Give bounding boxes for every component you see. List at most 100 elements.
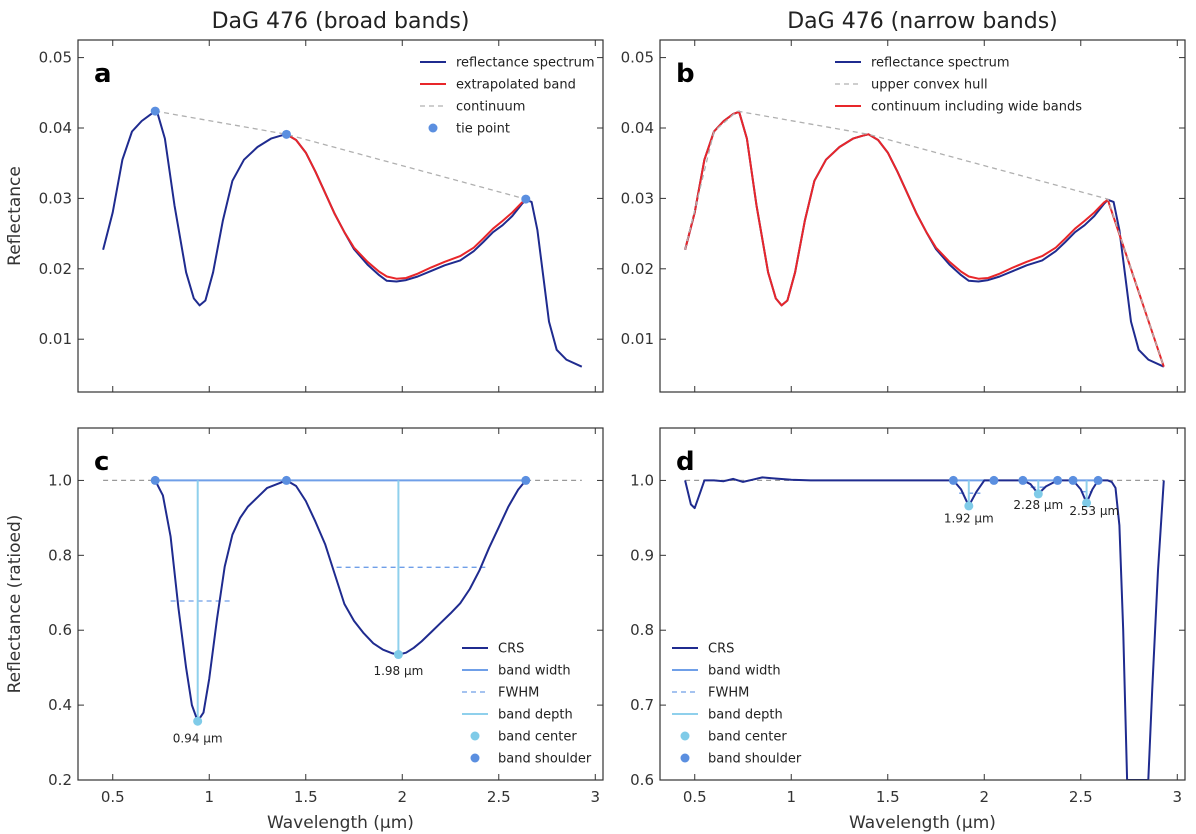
legend-dot-marker <box>680 731 690 741</box>
x-tick-label: 2 <box>979 788 989 806</box>
band-shoulder-point <box>1068 475 1078 485</box>
legend-dot-marker <box>680 753 690 763</box>
panel-letter: a <box>94 59 112 89</box>
band-shoulder-point <box>150 475 160 485</box>
legend-label: reflectance spectrum <box>456 56 595 71</box>
legend: reflectance spectrum upper convex hull con… <box>835 56 1082 115</box>
legend-dot-marker <box>470 731 480 741</box>
axes-frame <box>659 427 1186 781</box>
band-center-point <box>1082 498 1092 508</box>
legend-label: FWHM <box>708 686 749 701</box>
band-shoulder-point <box>521 475 531 485</box>
panel-title: DaG 476 (narrow bands) <box>787 9 1058 34</box>
legend: reflectance spectrum extrapolated band con… <box>420 56 595 137</box>
legend-label: continuum including wide bands <box>871 100 1082 115</box>
legend-label: CRS <box>708 642 734 657</box>
y-tick-label: 0.03 <box>621 189 654 207</box>
x-tick-label: 2 <box>397 788 407 806</box>
panel-b: DaG 476 (narrow bands) b 0.01 0.02 0.03 0.04 0… <box>621 9 1186 393</box>
legend-dot-marker <box>428 123 438 133</box>
axes-frame <box>77 39 604 393</box>
panel-c: c Reflectance (ratioed) Wavelength (µm) 0.5… <box>5 427 604 833</box>
legend-label: upper convex hull <box>871 78 988 93</box>
panel-letter: d <box>676 447 695 477</box>
band-center-point <box>964 501 974 511</box>
legend-label: FWHM <box>498 686 539 701</box>
panel-a: DaG 476 (broad bands) a Reflectance 0.01 0.0… <box>5 9 604 393</box>
legend-label: CRS <box>498 642 524 657</box>
x-tick-label: 1.5 <box>876 788 900 806</box>
x-axis-label: Wavelength (µm) <box>267 813 414 833</box>
crs-line <box>154 479 527 723</box>
band-center-label: 1.92 µm <box>944 511 994 525</box>
band-shoulder-point <box>281 475 291 485</box>
y-tick-label: 0.9 <box>630 546 654 564</box>
y-tick-label: 1.0 <box>48 471 72 489</box>
band-shoulder-point <box>948 475 958 485</box>
tie-point-point <box>281 129 291 139</box>
panel-letter: c <box>94 447 109 477</box>
y-tick-label: 0.8 <box>630 621 654 639</box>
y-tick-label: 0.6 <box>630 771 654 789</box>
legend-label: tie point <box>456 122 510 137</box>
plot-area <box>102 106 583 368</box>
x-tick-label: 2.5 <box>1069 788 1093 806</box>
y-tick-label: 0.01 <box>621 330 654 348</box>
panel-letter: b <box>676 59 695 89</box>
band-shoulder-point <box>1053 475 1063 485</box>
panel-title: DaG 476 (broad bands) <box>212 9 470 34</box>
y-tick-label: 0.04 <box>621 119 654 137</box>
legend-label: band shoulder <box>708 752 802 767</box>
panel-d: d Wavelength (µm) 0.5 1 1.5 2 2.5 3 0.6 0.7 0.8 0.9… <box>630 427 1186 833</box>
y-tick-label: 0.4 <box>48 696 72 714</box>
legend-label: reflectance spectrum <box>871 56 1010 71</box>
tie-point-point <box>521 194 531 204</box>
legend-label: extrapolated band <box>456 78 576 93</box>
y-tick-label: 0.6 <box>48 621 72 639</box>
x-tick-label: 1 <box>204 788 214 806</box>
x-tick-label: 3 <box>1173 788 1183 806</box>
band-shoulder-point <box>1093 475 1103 485</box>
x-tick-label: 1 <box>786 788 796 806</box>
plot-area <box>684 110 1165 368</box>
band-center-label: 2.53 µm <box>1069 504 1119 518</box>
legend-label: band depth <box>708 708 783 723</box>
y-axis-label: Reflectance <box>5 166 25 266</box>
y-tick-label: 0.03 <box>39 189 72 207</box>
x-tick-label: 0.5 <box>101 788 125 806</box>
y-tick-label: 0.04 <box>39 119 72 137</box>
y-tick-label: 0.02 <box>621 260 654 278</box>
x-tick-label: 1.5 <box>294 788 318 806</box>
x-axis-label: Wavelength (µm) <box>849 813 996 833</box>
axes-frame <box>77 427 604 781</box>
y-tick-label: 0.2 <box>48 771 72 789</box>
band-shoulder-point <box>1018 475 1028 485</box>
legend-label: band width <box>498 664 571 679</box>
tie-point-point <box>150 106 160 116</box>
crs-line <box>684 476 1165 780</box>
y-axis-label: Reflectance (ratioed) <box>5 515 25 694</box>
continuum-including-wide-bands-line <box>684 110 1165 368</box>
legend: CRS band width FWHM band depth band center ba… <box>672 642 802 767</box>
x-tick-label: 3 <box>591 788 601 806</box>
y-tick-label: 0.05 <box>621 49 654 67</box>
band-center-label: 2.28 µm <box>1013 498 1063 512</box>
legend-label: band width <box>708 664 781 679</box>
legend-label: continuum <box>456 100 525 115</box>
plot-area <box>684 475 1165 780</box>
band-center-label: 1.98 µm <box>373 664 423 678</box>
y-tick-label: 0.7 <box>630 696 654 714</box>
legend-label: band center <box>708 730 787 745</box>
y-tick-label: 0.8 <box>48 546 72 564</box>
y-tick-label: 0.01 <box>39 330 72 348</box>
band-center-point <box>193 716 203 726</box>
y-tick-label: 0.02 <box>39 260 72 278</box>
extrapolated-band-line <box>285 133 527 280</box>
continuum-line <box>155 110 526 200</box>
legend-label: band shoulder <box>498 752 592 767</box>
plot-area <box>103 475 582 726</box>
y-tick-label: 0.05 <box>39 49 72 67</box>
x-tick-label: 2.5 <box>487 788 511 806</box>
legend-label: band center <box>498 730 577 745</box>
